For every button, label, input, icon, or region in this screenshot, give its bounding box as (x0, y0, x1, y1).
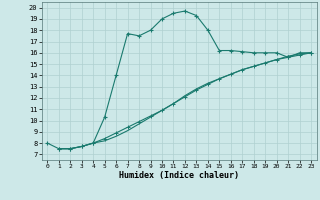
X-axis label: Humidex (Indice chaleur): Humidex (Indice chaleur) (119, 171, 239, 180)
